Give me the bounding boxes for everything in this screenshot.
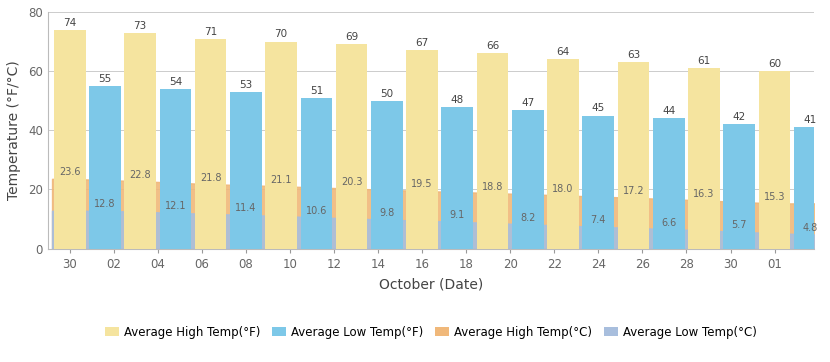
- Bar: [759, 71, 790, 249]
- Bar: [266, 42, 297, 249]
- Y-axis label: Temperature (°F/°C): Temperature (°F/°C): [7, 60, 21, 200]
- Text: 71: 71: [204, 26, 217, 37]
- Bar: [336, 45, 368, 249]
- Text: 10.6: 10.6: [305, 206, 327, 216]
- Text: 7.4: 7.4: [591, 215, 606, 225]
- Text: 17.2: 17.2: [622, 186, 644, 196]
- Text: 16.3: 16.3: [693, 189, 715, 199]
- Text: 48: 48: [451, 94, 464, 105]
- Text: 20.3: 20.3: [341, 177, 363, 187]
- Bar: [547, 59, 579, 249]
- Text: 53: 53: [239, 80, 252, 90]
- Bar: [653, 118, 685, 249]
- Text: 18.0: 18.0: [553, 184, 574, 194]
- X-axis label: October (Date): October (Date): [378, 278, 483, 292]
- Text: 70: 70: [275, 29, 288, 39]
- Text: 64: 64: [556, 47, 569, 57]
- Text: 21.8: 21.8: [200, 173, 222, 183]
- Text: 73: 73: [134, 21, 147, 30]
- Bar: [442, 107, 473, 249]
- Text: 9.1: 9.1: [450, 210, 465, 220]
- Text: 4.8: 4.8: [802, 223, 818, 233]
- Bar: [794, 127, 826, 249]
- Text: 69: 69: [345, 33, 359, 42]
- Bar: [124, 33, 156, 249]
- Text: 60: 60: [768, 59, 781, 69]
- Bar: [230, 92, 261, 249]
- Text: 66: 66: [486, 41, 499, 51]
- Text: 8.2: 8.2: [520, 213, 535, 223]
- Bar: [618, 62, 649, 249]
- Text: 21.1: 21.1: [271, 175, 292, 185]
- Bar: [300, 98, 332, 249]
- Text: 9.8: 9.8: [379, 208, 394, 218]
- Bar: [195, 39, 227, 249]
- Text: 61: 61: [697, 56, 710, 66]
- Bar: [583, 115, 614, 249]
- Bar: [54, 30, 85, 249]
- Bar: [89, 86, 120, 249]
- Text: 12.1: 12.1: [164, 201, 186, 211]
- Text: 18.8: 18.8: [482, 182, 503, 191]
- Text: 74: 74: [63, 18, 76, 28]
- Bar: [406, 50, 438, 249]
- Text: 6.6: 6.6: [662, 218, 676, 228]
- Text: 47: 47: [521, 97, 535, 108]
- Text: 15.3: 15.3: [764, 192, 785, 202]
- Text: 63: 63: [627, 50, 640, 60]
- Legend: Average High Temp(°F), Average Low Temp(°F), Average High Temp(°C), Average Low : Average High Temp(°F), Average Low Temp(…: [100, 321, 761, 343]
- Text: 55: 55: [98, 74, 111, 84]
- Text: 51: 51: [310, 86, 323, 96]
- Text: 67: 67: [416, 38, 429, 49]
- Bar: [724, 125, 755, 249]
- Text: 19.5: 19.5: [412, 180, 433, 189]
- Text: 45: 45: [592, 104, 605, 113]
- Text: 50: 50: [380, 89, 393, 98]
- Text: 22.8: 22.8: [129, 170, 151, 180]
- Text: 11.4: 11.4: [235, 203, 256, 214]
- Bar: [371, 101, 403, 249]
- Text: 12.8: 12.8: [94, 199, 115, 209]
- Bar: [476, 53, 509, 249]
- Bar: [159, 89, 191, 249]
- Text: 54: 54: [168, 77, 182, 87]
- Bar: [688, 68, 720, 249]
- Text: 44: 44: [662, 106, 676, 117]
- Bar: [512, 110, 544, 249]
- Text: 41: 41: [803, 115, 817, 125]
- Text: 23.6: 23.6: [59, 167, 81, 177]
- Text: 5.7: 5.7: [731, 220, 747, 230]
- Text: 42: 42: [733, 112, 746, 122]
